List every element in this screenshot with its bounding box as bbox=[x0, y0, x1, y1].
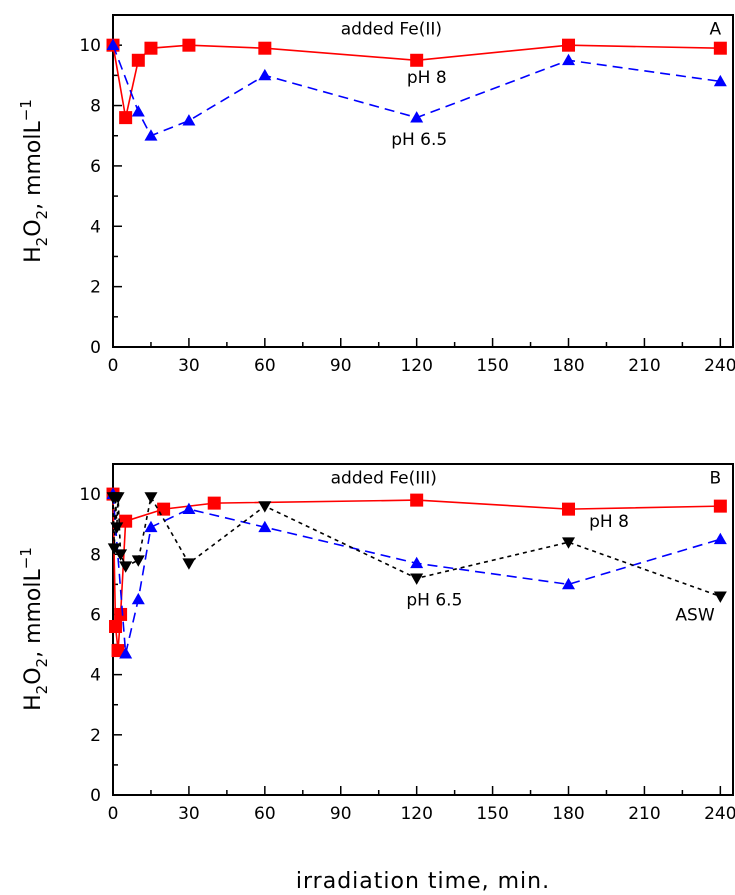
data-point bbox=[562, 53, 576, 66]
data-point bbox=[144, 492, 158, 504]
y-tick-label: 6 bbox=[90, 157, 101, 177]
y-tick-label: 2 bbox=[90, 278, 101, 298]
data-point bbox=[144, 41, 158, 55]
series-line bbox=[112, 494, 721, 651]
annotation: added Fe(II) bbox=[341, 20, 442, 40]
y-tick-label: 4 bbox=[90, 666, 101, 686]
x-tick-label: 60 bbox=[254, 804, 276, 824]
data-point bbox=[258, 501, 272, 513]
data-point bbox=[258, 520, 272, 533]
y-axis-label: H2O2, mmolL−1 bbox=[17, 99, 51, 263]
data-point bbox=[562, 38, 576, 52]
series-line bbox=[112, 494, 721, 654]
annotation: ASW bbox=[675, 605, 714, 625]
y-tick-label: 10 bbox=[79, 36, 101, 56]
data-point bbox=[410, 53, 424, 67]
data-point bbox=[131, 105, 145, 117]
data-point bbox=[713, 532, 727, 545]
y-tick-label: 4 bbox=[90, 217, 101, 237]
data-point bbox=[562, 537, 576, 549]
data-point bbox=[157, 502, 171, 516]
series-asw bbox=[106, 492, 727, 603]
y-axis-label: H2O2, mmolL−1 bbox=[17, 547, 51, 711]
plot-frame bbox=[112, 14, 734, 348]
annotation: added Fe(III) bbox=[331, 469, 437, 489]
plot-frame bbox=[112, 463, 734, 796]
data-point bbox=[713, 499, 727, 513]
data-point bbox=[562, 502, 576, 516]
data-point bbox=[144, 129, 158, 141]
y-tick-label: 6 bbox=[90, 605, 101, 625]
x-tick-label: 120 bbox=[400, 356, 432, 376]
x-tick-label: 150 bbox=[476, 804, 508, 824]
y-tick-label: 0 bbox=[90, 786, 101, 806]
data-point bbox=[111, 644, 125, 658]
x-tick-label: 240 bbox=[704, 356, 735, 376]
data-point bbox=[131, 555, 145, 567]
data-point bbox=[182, 114, 196, 126]
data-point bbox=[182, 502, 196, 515]
data-point bbox=[410, 111, 424, 123]
y-tick-label: 2 bbox=[90, 726, 101, 746]
annotation: A bbox=[709, 20, 721, 40]
x-tick-label: 30 bbox=[178, 804, 200, 824]
x-tick-label: 210 bbox=[628, 356, 660, 376]
annotation: pH 6.5 bbox=[391, 130, 447, 150]
x-tick-label: 90 bbox=[330, 356, 352, 376]
y-tick-label: 8 bbox=[90, 545, 101, 565]
y-tick-label: 10 bbox=[79, 485, 101, 505]
series-line bbox=[112, 44, 721, 137]
x-tick-label: 210 bbox=[628, 804, 660, 824]
data-point bbox=[144, 520, 158, 533]
data-point bbox=[106, 38, 120, 51]
data-point bbox=[111, 492, 125, 504]
data-point bbox=[562, 577, 576, 590]
x-tick-label: 120 bbox=[400, 804, 432, 824]
x-tick-label: 60 bbox=[254, 356, 276, 376]
data-point bbox=[109, 619, 123, 633]
data-point bbox=[114, 549, 128, 561]
series-ph-8 bbox=[106, 487, 727, 658]
data-point bbox=[182, 38, 196, 52]
data-point bbox=[119, 111, 133, 125]
data-point bbox=[207, 496, 221, 510]
data-point bbox=[119, 514, 133, 528]
data-point bbox=[713, 591, 727, 603]
annotation: B bbox=[709, 469, 721, 489]
x-tick-label: 240 bbox=[704, 804, 735, 824]
chart-panel-a: 0 30 60 90 120 150 180 210 240 0 2 4 6 8 10 H2O2, mmolL… bbox=[17, 14, 735, 376]
x-tick-label: 180 bbox=[552, 356, 584, 376]
x-tick-label: 180 bbox=[552, 804, 584, 824]
x-axis-label: irradiation time, min. bbox=[296, 869, 550, 894]
series-ph-6-5 bbox=[106, 487, 727, 659]
annotation: pH 8 bbox=[589, 512, 629, 532]
y-tick-label: 0 bbox=[90, 338, 101, 358]
data-point bbox=[713, 41, 727, 55]
x-tick-label: 0 bbox=[108, 356, 119, 376]
x-tick-label: 90 bbox=[330, 804, 352, 824]
data-point bbox=[114, 607, 128, 621]
x-tick-label: 0 bbox=[108, 804, 119, 824]
series-ph-6-5 bbox=[106, 38, 727, 141]
annotation: pH 8 bbox=[407, 68, 447, 88]
data-point bbox=[182, 558, 196, 570]
data-point bbox=[107, 543, 121, 555]
data-point bbox=[110, 522, 124, 534]
data-point bbox=[410, 493, 424, 507]
annotation: pH 6.5 bbox=[406, 590, 462, 610]
data-point bbox=[410, 556, 424, 569]
x-tick-label: 150 bbox=[476, 356, 508, 376]
data-point bbox=[131, 53, 145, 67]
data-point bbox=[119, 561, 133, 573]
x-tick-label: 30 bbox=[178, 356, 200, 376]
data-point bbox=[131, 592, 145, 605]
data-point bbox=[410, 573, 424, 585]
data-point bbox=[119, 647, 133, 659]
y-tick-label: 8 bbox=[90, 97, 101, 117]
chart-panel-b: 0 30 60 90 120 150 180 210 240 0 2 4 6 8 10 H2O2, mmolL… bbox=[17, 463, 735, 894]
data-point bbox=[258, 68, 272, 81]
data-point bbox=[258, 41, 272, 55]
data-point bbox=[713, 74, 727, 87]
